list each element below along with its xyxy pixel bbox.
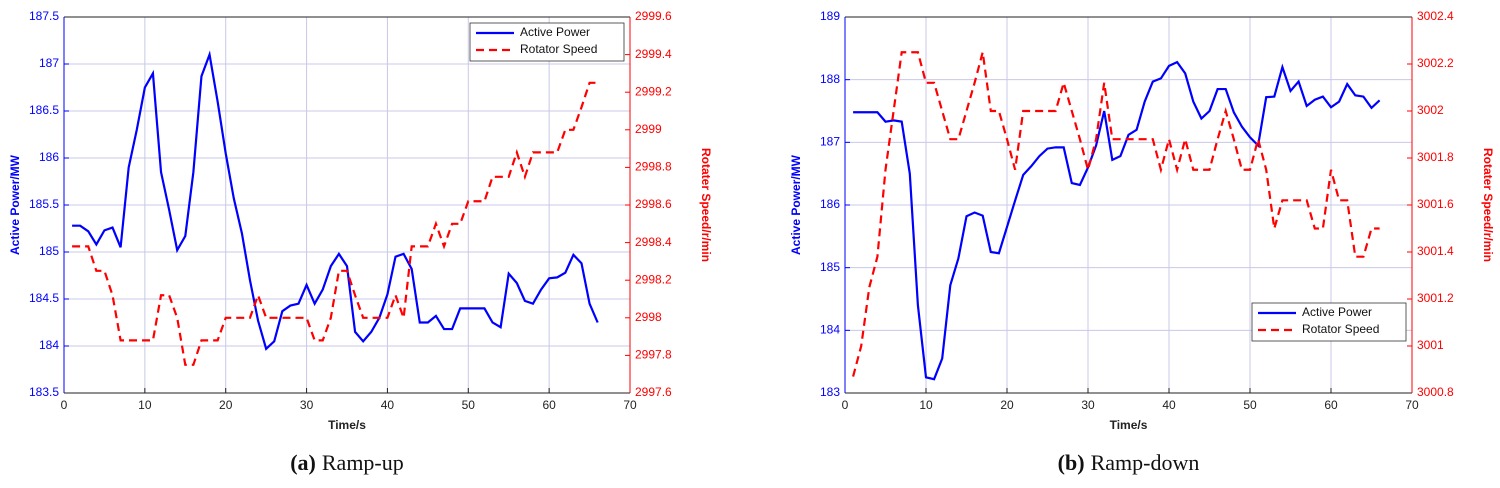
x-axis-label: Time/s xyxy=(1110,418,1148,432)
legend-box xyxy=(469,22,625,62)
legend-label: Active Power xyxy=(1302,305,1372,319)
y-tick-label: 185 xyxy=(39,244,59,258)
y2-tick-label: 3001 xyxy=(1417,338,1444,352)
x-tick-label: 50 xyxy=(1243,398,1257,412)
caption: (a) Ramp-up xyxy=(290,450,404,475)
y2-tick-label: 3002.2 xyxy=(1417,56,1454,70)
x-tick-label: 0 xyxy=(842,398,849,412)
x-tick-label: 30 xyxy=(300,398,314,412)
x-tick-label: 60 xyxy=(1324,398,1338,412)
legend-label: Rotator Speed xyxy=(1302,322,1379,336)
y2-tick-label: 3002 xyxy=(1417,103,1444,117)
x-tick-label: 0 xyxy=(61,398,68,412)
y2-tick-label: 2999.6 xyxy=(635,9,672,23)
caption-label: (a) xyxy=(290,450,316,475)
legend: Active Power Rotator Speed xyxy=(469,22,625,62)
x-tick-label: 20 xyxy=(219,398,233,412)
y2-tick-label: 3001.8 xyxy=(1417,150,1454,164)
y-axis-label: Active Power/MW xyxy=(789,154,803,255)
x-tick-label: 50 xyxy=(462,398,476,412)
y-tick-label: 187 xyxy=(820,135,840,149)
y-tick-label: 184 xyxy=(820,323,840,337)
y-tick-label: 184.5 xyxy=(29,291,59,305)
y2-tick-label: 2999.2 xyxy=(635,84,672,98)
y-tick-label: 185.5 xyxy=(29,197,59,211)
x-tick-label: 30 xyxy=(1081,398,1095,412)
x-tick-label: 40 xyxy=(1162,398,1176,412)
y-tick-label: 189 xyxy=(820,9,840,23)
caption-text: Ramp-down xyxy=(1091,450,1200,475)
data-line xyxy=(852,51,1380,377)
y-axis-label: Active Power/MW xyxy=(8,154,22,255)
y-tick-label: 187.5 xyxy=(29,9,59,23)
y-tick-label: 188 xyxy=(820,72,840,86)
y-tick-label: 186 xyxy=(39,150,59,164)
y-tick-label: 186.5 xyxy=(29,103,59,117)
legend-label: Rotator Speed xyxy=(520,42,597,56)
y2-tick-label: 2998.8 xyxy=(635,160,672,174)
x-tick-label: 70 xyxy=(1405,398,1419,412)
y2-tick-label: 2998 xyxy=(635,310,662,324)
y2-tick-label: 3000.8 xyxy=(1417,385,1454,399)
y2-tick-label: 2998.2 xyxy=(635,272,672,286)
x-tick-label: 10 xyxy=(919,398,933,412)
y2-tick-label: 2997.8 xyxy=(635,348,672,362)
x-axis-label: Time/s xyxy=(328,418,366,432)
legend: Active Power Rotator Speed xyxy=(1251,302,1407,342)
y2-tick-label: 3002.4 xyxy=(1417,9,1454,23)
y2-axis-label: Rotater Speed/r/min xyxy=(699,148,713,262)
y-tick-label: 185 xyxy=(820,260,840,274)
y-tick-label: 183.5 xyxy=(29,385,59,399)
x-tick-label: 70 xyxy=(623,398,637,412)
y2-tick-label: 2999.4 xyxy=(635,47,672,61)
legend-label: Active Power xyxy=(520,25,590,39)
y2-tick-label: 3001.6 xyxy=(1417,197,1454,211)
y2-tick-label: 2997.6 xyxy=(635,385,672,399)
caption: (b) Ramp-down xyxy=(1058,450,1200,475)
y2-tick-label: 3001.4 xyxy=(1417,244,1454,258)
data-line xyxy=(853,60,1381,381)
data-line xyxy=(72,81,598,366)
x-tick-label: 10 xyxy=(138,398,152,412)
caption-text: Ramp-up xyxy=(322,450,404,475)
y-tick-label: 186 xyxy=(820,197,840,211)
x-tick-label: 60 xyxy=(542,398,556,412)
y-tick-label: 183 xyxy=(820,385,840,399)
y2-tick-label: 3001.2 xyxy=(1417,291,1454,305)
data-line xyxy=(72,50,599,351)
x-tick-label: 20 xyxy=(1000,398,1014,412)
y2-tick-label: 2999 xyxy=(635,122,662,136)
y-tick-label: 187 xyxy=(39,56,59,70)
y2-axis-label: Rotater Speed/r/min xyxy=(1481,148,1495,262)
y2-tick-label: 2998.6 xyxy=(635,197,672,211)
y-tick-label: 184 xyxy=(39,338,59,352)
x-tick-label: 40 xyxy=(381,398,395,412)
legend-box xyxy=(1251,302,1407,342)
caption-label: (b) xyxy=(1058,450,1085,475)
y2-tick-label: 2998.4 xyxy=(635,235,672,249)
